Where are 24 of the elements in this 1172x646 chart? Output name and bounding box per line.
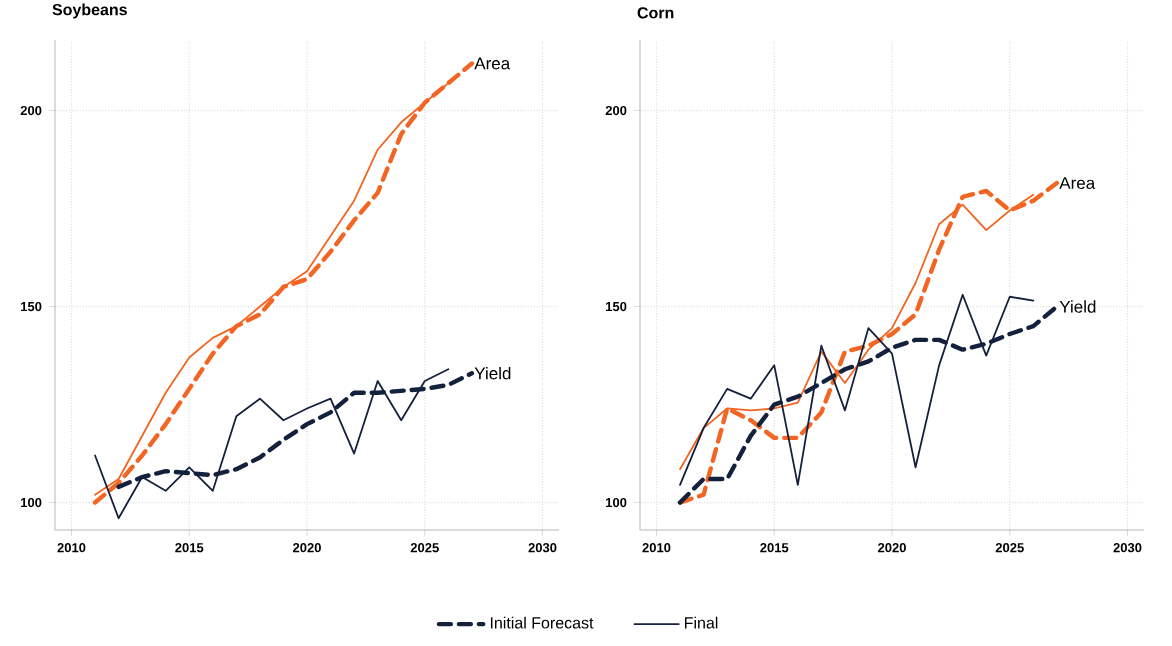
x-tick-label: 2020 (877, 543, 906, 553)
x-tick-label: 2020 (292, 543, 321, 553)
chart-title: Corn (637, 7, 674, 19)
y-tick-label: 200 (605, 105, 627, 116)
annotation: Yield (474, 366, 511, 380)
x-tick-label: 2015 (175, 543, 204, 553)
x-tick-label: 2015 (760, 543, 789, 553)
chart-title: Soybeans (52, 3, 127, 19)
x-tick-label: 2010 (57, 543, 86, 553)
annotation: Area (474, 57, 511, 70)
y-tick-label: 150 (21, 301, 42, 312)
y-tick-label: 100 (21, 497, 42, 508)
x-tick-label: 2030 (528, 543, 557, 553)
legend-label: Initial Forecast (490, 616, 594, 629)
annotation: Area (1059, 177, 1096, 189)
x-tick-label: 2025 (995, 543, 1024, 553)
y-tick-label: 200 (20, 105, 42, 116)
x-tick-label: 2025 (410, 543, 439, 553)
annotation: Yield (1059, 300, 1096, 313)
x-tick-label: 2030 (1113, 543, 1142, 553)
x-tick-label: 2010 (642, 543, 671, 553)
y-tick-label: 150 (606, 301, 627, 312)
y-tick-label: 100 (606, 497, 627, 508)
legend-label: Final (685, 616, 718, 629)
